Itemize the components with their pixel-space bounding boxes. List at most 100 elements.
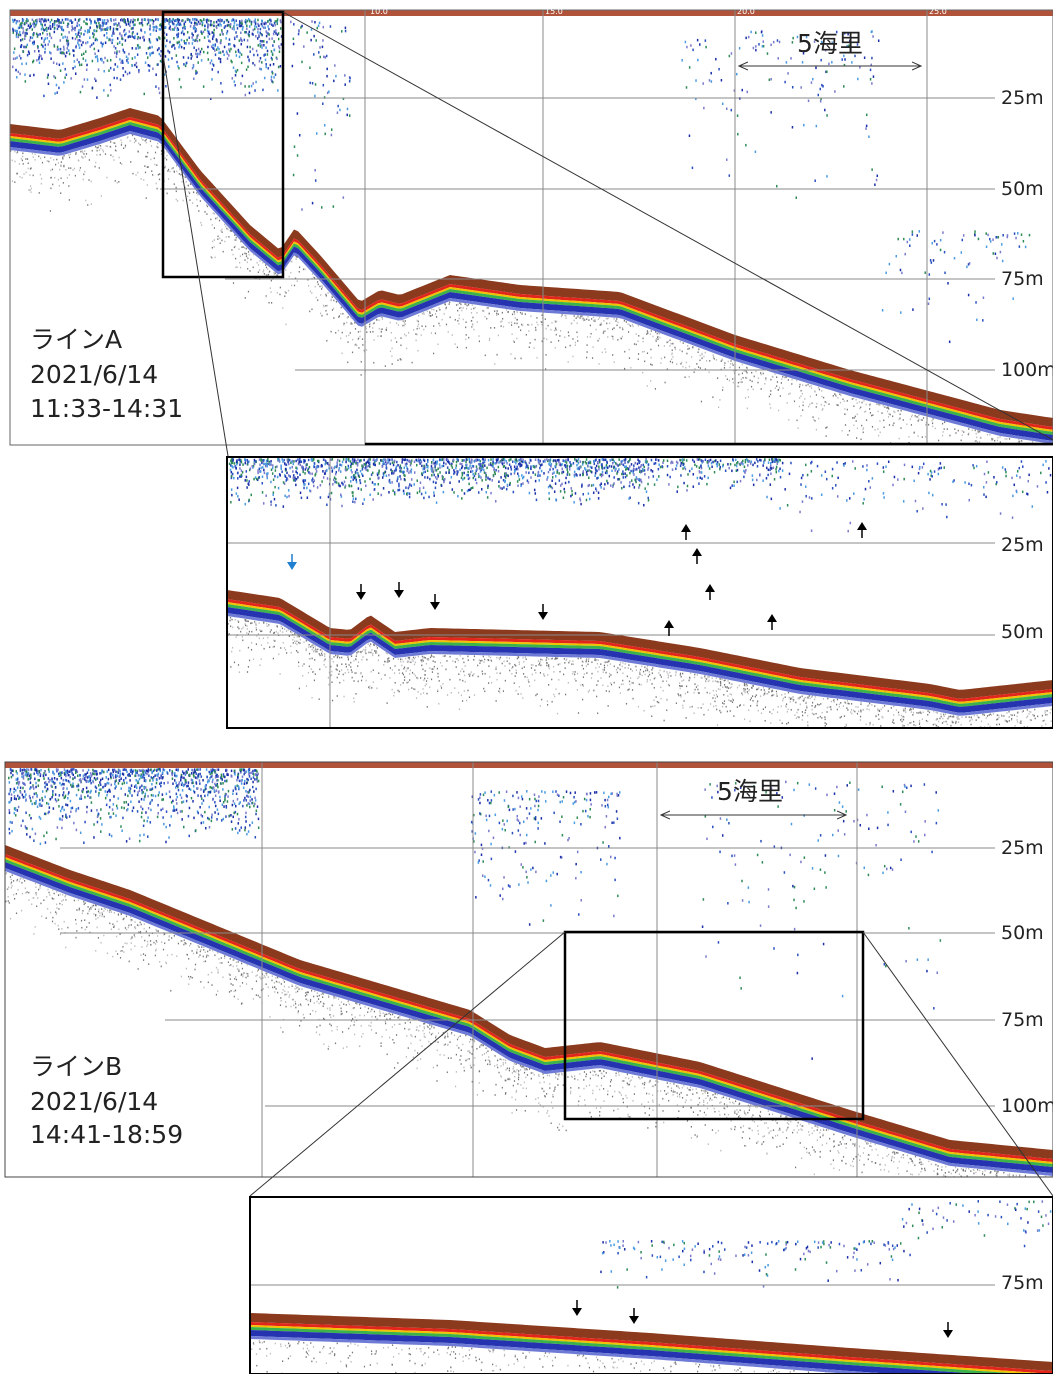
seabed-speck <box>821 717 822 719</box>
echo-speck <box>682 467 684 470</box>
echo-speck <box>677 486 679 489</box>
echo-speck <box>275 29 277 32</box>
seabed-speck <box>230 230 231 232</box>
echo-speck <box>169 51 171 54</box>
seabed-speck <box>435 313 436 315</box>
echo-speck <box>777 57 779 60</box>
echo-speck <box>974 230 976 233</box>
echo-speck <box>929 273 931 276</box>
echo-speck <box>647 483 649 486</box>
seabed-speck <box>361 680 362 682</box>
echo-speck <box>277 89 279 92</box>
echo-speck <box>240 82 242 85</box>
echo-speck <box>695 79 697 82</box>
echo-speck <box>169 41 171 44</box>
echo-speck <box>186 62 188 65</box>
echo-speck <box>22 38 24 41</box>
seabed-speck <box>166 155 167 157</box>
seabed-speck <box>509 657 510 659</box>
seabed-speck <box>112 156 113 158</box>
echo-speck <box>16 32 18 35</box>
echo-speck <box>651 459 653 462</box>
echo-speck <box>353 497 355 500</box>
axis-label: 10.0 <box>370 7 388 16</box>
echo-speck <box>317 460 319 463</box>
echo-speck <box>231 465 233 468</box>
echo-speck <box>233 477 235 480</box>
echo-speck <box>641 481 643 484</box>
echo-speck <box>48 83 50 86</box>
seabed-speck <box>236 237 237 239</box>
echo-speck <box>611 465 613 468</box>
seabed-speck <box>724 362 725 364</box>
echo-speck <box>663 459 665 462</box>
echo-speck <box>37 45 39 48</box>
echo-speck <box>208 58 210 61</box>
echo-speck <box>599 459 601 462</box>
seabed-speck <box>350 332 351 334</box>
echo-speck <box>291 461 293 464</box>
echo-speck <box>356 481 358 484</box>
echo-speck <box>249 50 251 53</box>
seabed-speck <box>341 307 342 309</box>
echo-speck <box>697 477 699 480</box>
seabed-speck <box>1009 438 1010 440</box>
echo-speck <box>789 473 791 476</box>
seabed-speck <box>92 150 93 152</box>
echo-speck <box>870 78 872 81</box>
echo-speck <box>308 459 310 462</box>
echo-speck <box>67 25 69 28</box>
seabed-speck <box>44 156 45 158</box>
seabed-speck <box>900 413 901 415</box>
seabed-speck <box>517 312 518 314</box>
seabed-speck <box>226 228 227 230</box>
echo-speck <box>393 471 395 474</box>
seabed-speck <box>686 362 687 364</box>
echo-speck <box>535 465 537 468</box>
seabed-speck <box>1037 449 1038 451</box>
echo-speck <box>130 21 132 24</box>
seabed-speck <box>468 337 469 339</box>
echo-speck <box>629 465 631 468</box>
seabed-speck <box>908 436 909 438</box>
seabed-speck <box>479 341 480 343</box>
seabed-speck <box>761 731 762 733</box>
seabed-speck <box>439 309 440 311</box>
seabed-speck <box>777 711 778 713</box>
echo-speck <box>730 463 732 466</box>
echo-speck <box>482 464 484 467</box>
seabed-speck <box>869 703 870 705</box>
seabed-speck <box>837 397 838 399</box>
seabed-speck <box>232 254 233 256</box>
echo-speck <box>25 32 27 35</box>
seabed-speck <box>335 332 336 334</box>
echo-speck <box>986 460 988 463</box>
echo-speck <box>110 67 112 70</box>
seabed-speck <box>456 304 457 306</box>
echo-speck <box>560 490 562 493</box>
echo-speck <box>277 18 279 21</box>
seabed-speck <box>701 401 702 403</box>
echo-speck <box>593 484 595 487</box>
echo-speck <box>289 475 291 478</box>
echo-speck <box>338 469 340 472</box>
seabed-speck <box>30 191 31 193</box>
echo-speck <box>300 492 302 495</box>
seabed-speck <box>412 660 413 662</box>
echo-speck <box>453 459 455 462</box>
seabed-speck <box>207 206 208 208</box>
seabed-speck <box>722 702 723 704</box>
echo-speck <box>260 28 262 31</box>
seabed-speck <box>234 234 235 236</box>
seabed-speck <box>315 647 316 649</box>
seabed-speck <box>340 338 341 340</box>
seabed-speck <box>682 707 683 709</box>
echo-speck <box>262 89 264 92</box>
seabed-speck <box>48 161 49 163</box>
seabed-speck <box>680 696 681 698</box>
echo-speck <box>354 501 356 504</box>
seabed-speck <box>411 687 412 689</box>
seabed-speck <box>845 424 846 426</box>
echo-speck <box>507 475 509 478</box>
seabed-speck <box>144 165 145 167</box>
